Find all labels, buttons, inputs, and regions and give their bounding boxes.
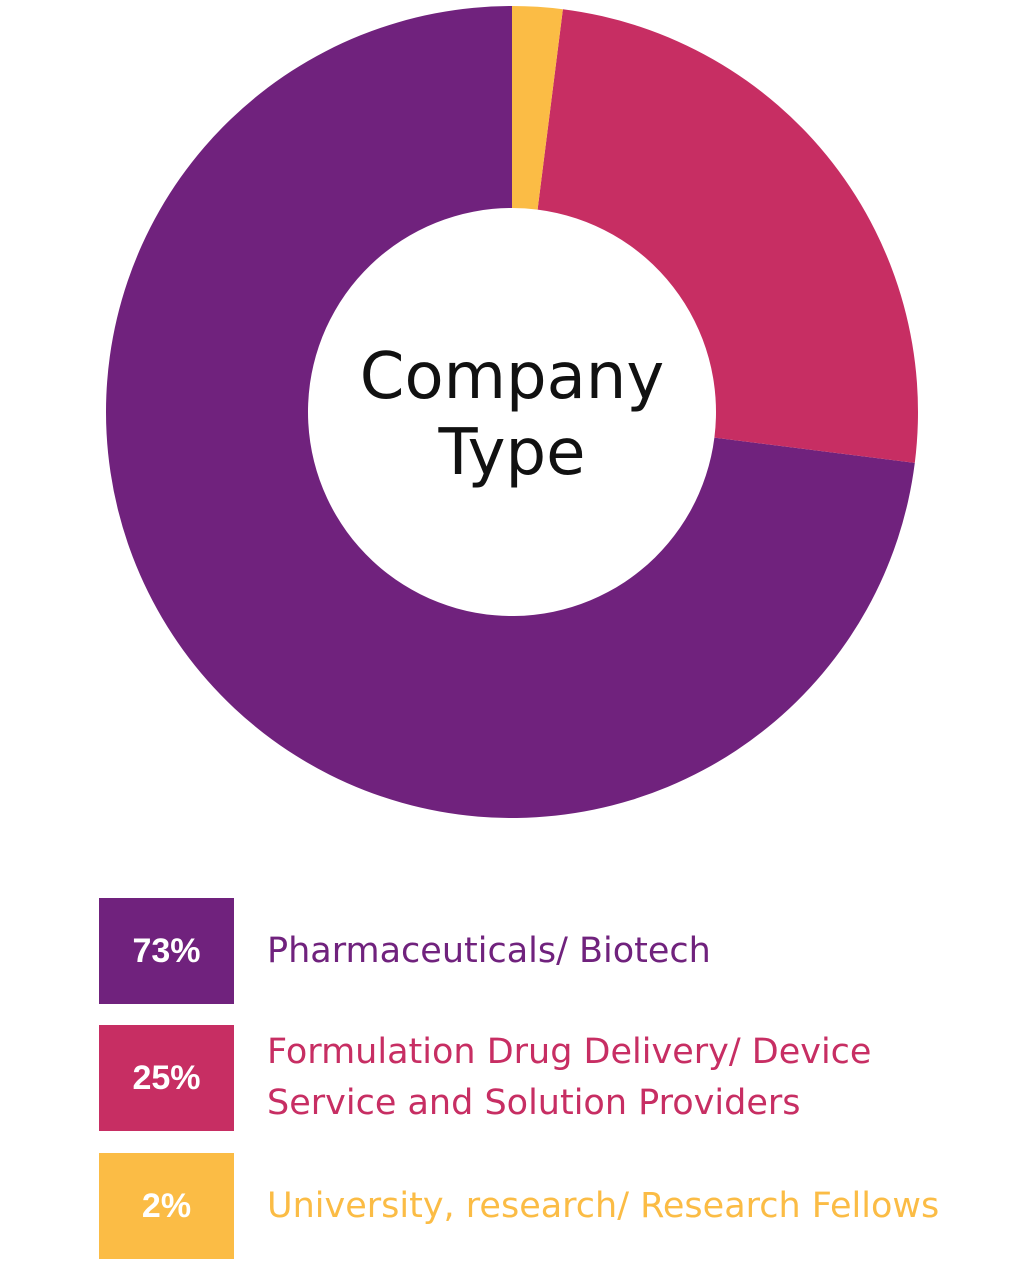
legend-swatch-university: 2%: [99, 1153, 234, 1259]
donut-chart: [106, 6, 918, 818]
chart-title-line-1: Company: [359, 340, 665, 414]
chart-title: Company Type: [312, 320, 712, 510]
legend-item-pharma: 73% Pharmaceuticals/ Biotech: [99, 898, 979, 1004]
legend-swatch-pharma: 73%: [99, 898, 234, 1004]
legend-swatch-formulation: 25%: [99, 1025, 234, 1131]
legend-label-formulation-line-1: Formulation Drug Delivery/ Device: [267, 1032, 872, 1072]
legend-label-university: University, research/ Research Fellows: [267, 1153, 987, 1259]
donut-slices: [106, 6, 918, 818]
legend-label-formulation-line-2: Service and Solution Providers: [267, 1083, 801, 1123]
legend-item-formulation: 25% Formulation Drug Delivery/ Device Se…: [99, 1025, 979, 1131]
donut-slice-pharma: [106, 6, 915, 818]
legend-label-university-line-1: University, research/ Research Fellows: [267, 1185, 940, 1226]
legend-label-formulation: Formulation Drug Delivery/ Device Servic…: [267, 1025, 987, 1131]
legend-label-pharma: Pharmaceuticals/ Biotech: [267, 898, 987, 1004]
donut-slice-university: [512, 6, 563, 210]
legend-item-university: 2% University, research/ Research Fellow…: [99, 1153, 979, 1259]
donut-slice-formulation: [537, 9, 918, 463]
chart-title-line-2: Type: [438, 416, 586, 490]
legend-label-pharma-line-1: Pharmaceuticals/ Biotech: [267, 930, 711, 971]
